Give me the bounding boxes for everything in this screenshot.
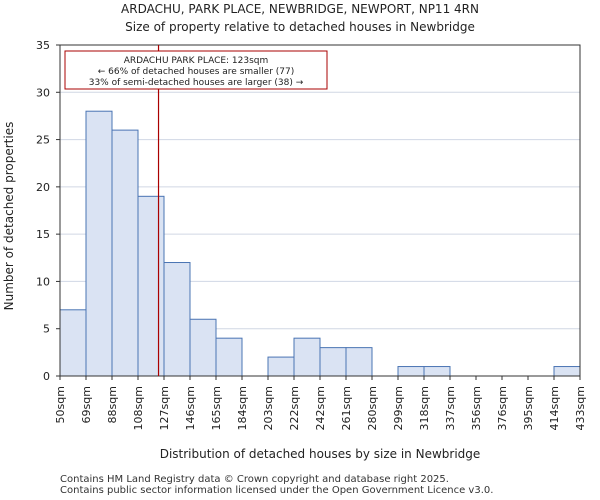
bars-group — [59, 110, 581, 377]
histogram-bar — [293, 337, 321, 377]
x-tick-label: 318sqm — [418, 386, 431, 430]
histogram-bar — [59, 309, 87, 377]
histogram-bar — [319, 347, 347, 377]
histogram-bar — [423, 366, 451, 377]
x-tick-label: 261sqm — [340, 386, 353, 430]
x-tick-label: 222sqm — [288, 386, 301, 430]
y-axis-ticks: 0 5 10 15 20 25 30 35 — [36, 39, 60, 383]
x-axis-ticks: 50sqm 69sqm 88sqm 108sqm 127sqm 146sqm 165sqm 1… — [54, 376, 587, 430]
annotation-line3: 33% of semi-detached houses are larger (… — [89, 78, 304, 88]
annotation-line2: ← 66% of detached houses are smaller (77… — [98, 67, 295, 77]
y-tick-label: 0 — [43, 370, 50, 383]
x-tick-label: 69sqm — [80, 386, 93, 423]
y-tick-label: 10 — [36, 275, 50, 288]
y-tick-label: 20 — [36, 181, 50, 194]
annotation-box: ARDACHU PARK PLACE: 123sqm ← 66% of deta… — [64, 50, 328, 90]
chart-title-line1: ARDACHU, PARK PLACE, NEWBRIDGE, NEWPORT,… — [121, 2, 479, 16]
x-tick-label: 433sqm — [574, 386, 587, 430]
y-tick-label: 35 — [36, 39, 50, 52]
x-tick-label: 395sqm — [522, 386, 535, 430]
x-tick-label: 50sqm — [54, 386, 67, 423]
x-tick-label: 376sqm — [496, 386, 509, 430]
x-tick-label: 184sqm — [236, 386, 249, 430]
y-tick-label: 30 — [36, 86, 50, 99]
histogram-bar — [397, 366, 425, 377]
histogram-bar — [553, 366, 581, 377]
x-tick-label: 299sqm — [392, 386, 405, 430]
footer-line2: Contains public sector information licen… — [60, 485, 494, 496]
x-tick-label: 165sqm — [210, 386, 223, 430]
histogram-bar — [85, 110, 113, 377]
histogram-bar — [345, 347, 373, 377]
annotation-line1: ARDACHU PARK PLACE: 123sqm — [124, 56, 269, 66]
x-tick-label: 414sqm — [548, 386, 561, 430]
x-tick-label: 108sqm — [132, 386, 145, 430]
x-tick-label: 127sqm — [158, 386, 171, 430]
histogram-bar — [189, 318, 217, 377]
chart-title-line2: Size of property relative to detached ho… — [125, 20, 475, 34]
histogram-bar — [215, 337, 243, 377]
x-tick-label: 356sqm — [470, 386, 483, 430]
y-axis-label: Number of detached properties — [2, 122, 16, 311]
x-tick-label: 242sqm — [314, 386, 327, 430]
x-tick-label: 88sqm — [106, 386, 119, 423]
histogram-chart: ARDACHU, PARK PLACE, NEWBRIDGE, NEWPORT,… — [2, 2, 587, 461]
histogram-bar — [267, 356, 295, 377]
x-tick-label: 280sqm — [366, 386, 379, 430]
x-axis-label: Distribution of detached houses by size … — [160, 447, 481, 461]
y-tick-label: 15 — [36, 228, 50, 241]
footer-line1: Contains HM Land Registry data © Crown c… — [60, 474, 449, 485]
histogram-bar — [163, 262, 191, 377]
x-tick-label: 146sqm — [184, 386, 197, 430]
x-tick-label: 203sqm — [262, 386, 275, 430]
histogram-bar — [111, 129, 139, 377]
y-tick-label: 5 — [43, 323, 50, 336]
y-tick-label: 25 — [36, 134, 50, 147]
histogram-bar — [137, 195, 165, 377]
x-tick-label: 337sqm — [444, 386, 457, 430]
